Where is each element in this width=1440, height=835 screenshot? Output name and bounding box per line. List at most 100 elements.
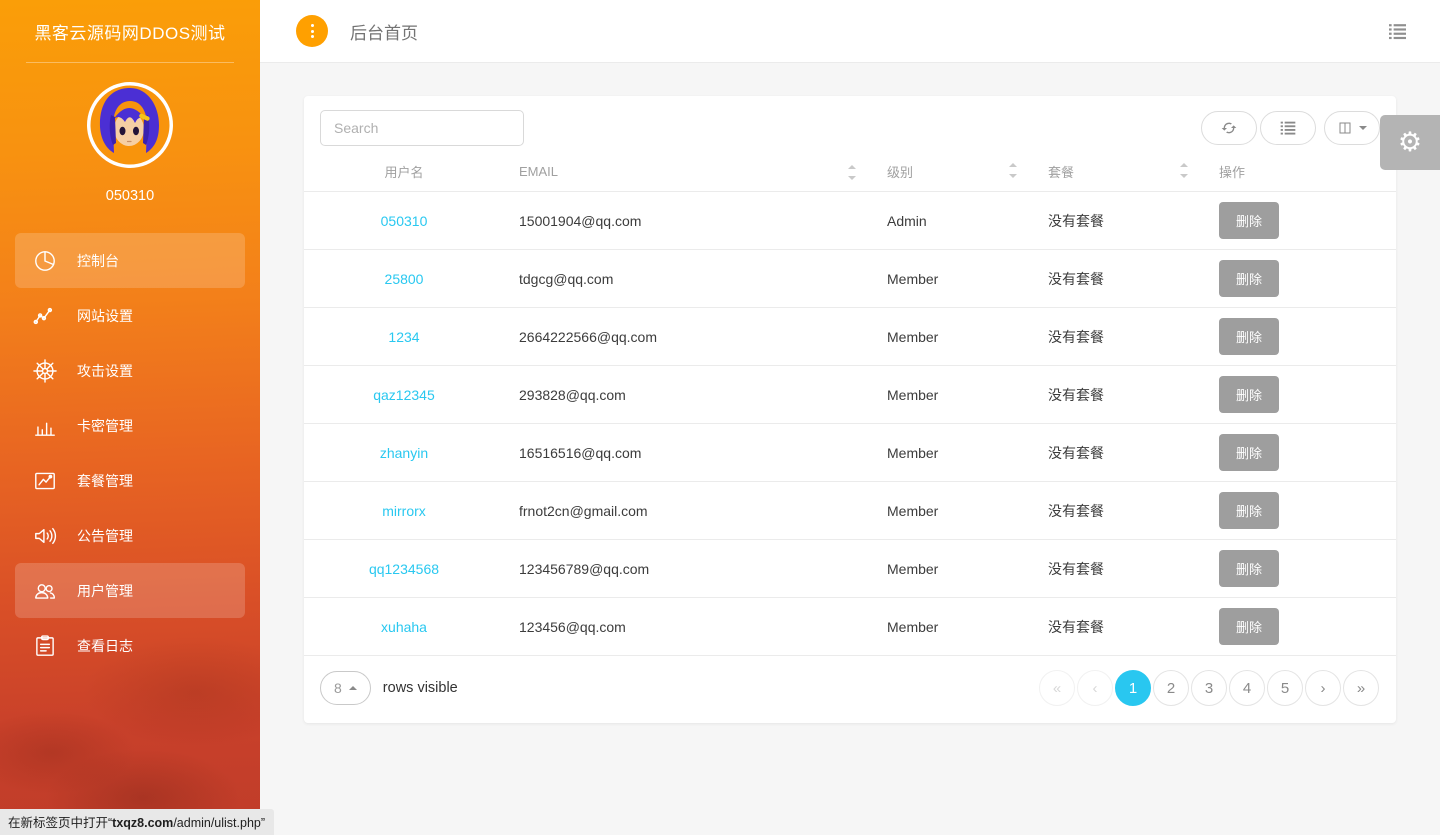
page-prev[interactable]: ‹ xyxy=(1077,670,1113,706)
sidebar-item-label: 公告管理 xyxy=(77,527,133,544)
username-link[interactable]: 25800 xyxy=(384,270,424,287)
sidebar-item-label: 网站设置 xyxy=(77,307,133,324)
refresh-button[interactable] xyxy=(1201,111,1257,145)
email-cell: 2664222566@qq.com xyxy=(504,307,872,366)
table-header-label: 用户名 xyxy=(384,165,424,180)
sidebar-item-users[interactable]: 用户管理 xyxy=(15,563,245,618)
rows-visible-value: 8 xyxy=(334,680,342,696)
sidebar-item-plans[interactable]: 套餐管理 xyxy=(15,453,245,508)
table-row: qaz12345 293828@qq.com Member 没有套餐 删除 xyxy=(304,365,1396,424)
page-first[interactable]: « xyxy=(1039,670,1075,706)
username-link[interactable]: zhanyin xyxy=(379,444,429,461)
sidebar-item-icon xyxy=(32,413,58,439)
page-3[interactable]: 3 xyxy=(1191,670,1227,706)
table-header-cell[interactable]: 套餐 xyxy=(1033,156,1204,192)
settings-flap[interactable]: ⚙ xyxy=(1380,115,1440,170)
page-last[interactable]: » xyxy=(1343,670,1379,706)
sidebar-item-icon xyxy=(32,248,58,274)
delete-button[interactable]: 删除 xyxy=(1219,376,1280,413)
table-toolbar xyxy=(304,96,1396,156)
profile-username: 050310 xyxy=(105,188,155,204)
page-4[interactable]: 4 xyxy=(1229,670,1265,706)
username-link[interactable]: 1234 xyxy=(388,328,420,345)
sidebar-item-dashboard[interactable]: 控制台 xyxy=(15,233,245,288)
sort-icon xyxy=(1009,163,1018,178)
delete-button[interactable]: 删除 xyxy=(1219,608,1280,645)
sidebar-item-attack-settings[interactable]: 攻击设置 xyxy=(15,343,245,398)
sidebar-item-label: 卡密管理 xyxy=(77,417,133,434)
username-link[interactable]: mirrorx xyxy=(382,502,426,519)
chevron-down-icon xyxy=(1359,126,1367,130)
menu-ellipsis-button[interactable] xyxy=(296,15,328,47)
sidebar-item-icon xyxy=(32,303,58,329)
toolbar-buttons xyxy=(1198,111,1380,145)
page-1[interactable]: 1 xyxy=(1115,670,1151,706)
list-icon xyxy=(1280,120,1296,136)
search-input[interactable] xyxy=(320,110,524,146)
table-header-label: 操作 xyxy=(1219,165,1246,180)
plan-cell: 没有套餐 xyxy=(1033,191,1204,250)
sidebar-item-site-settings[interactable]: 网站设置 xyxy=(15,288,245,343)
sort-icon xyxy=(1180,163,1189,178)
delete-button[interactable]: 删除 xyxy=(1219,434,1280,471)
table-row: 1234 2664222566@qq.com Member 没有套餐 删除 xyxy=(304,307,1396,366)
email-cell: 293828@qq.com xyxy=(504,365,872,424)
username-link[interactable]: qaz12345 xyxy=(373,386,435,403)
page-next[interactable]: › xyxy=(1305,670,1341,706)
username-link[interactable]: qq1234568 xyxy=(368,560,440,577)
plan-cell: 没有套餐 xyxy=(1033,597,1204,655)
username-link[interactable]: 050310 xyxy=(380,212,428,229)
sidebar-item-logs[interactable]: 查看日志 xyxy=(15,618,245,673)
table-row: zhanyin 16516516@qq.com Member 没有套餐 删除 xyxy=(304,423,1396,482)
email-cell: 123456789@qq.com xyxy=(504,539,872,598)
level-cell: Member xyxy=(872,307,1033,366)
table-header-cell[interactable]: EMAIL xyxy=(504,156,872,192)
delete-button[interactable]: 删除 xyxy=(1219,492,1280,529)
avatar xyxy=(87,82,173,168)
table-header-cell[interactable]: 级别 xyxy=(872,156,1033,192)
status-bar: 在新标签页中打开“txqz8.com/admin/ulist.php” xyxy=(0,809,275,835)
sidebar-item-icon xyxy=(32,578,58,604)
level-cell: Member xyxy=(872,597,1033,655)
table-header-label: 级别 xyxy=(887,165,914,180)
plan-cell: 没有套餐 xyxy=(1033,307,1204,366)
sidebar-item-icon xyxy=(32,633,58,659)
page-5[interactable]: 5 xyxy=(1267,670,1303,706)
sort-icon xyxy=(848,164,857,180)
username-link[interactable]: xuhaha xyxy=(381,618,427,635)
delete-button[interactable]: 删除 xyxy=(1219,202,1280,239)
sidebar-item-cardkey[interactable]: 卡密管理 xyxy=(15,398,245,453)
users-table: 用户名 EMAIL 级别 xyxy=(304,156,1396,655)
delete-button[interactable]: 删除 xyxy=(1219,260,1280,297)
table-row: qq1234568 123456789@qq.com Member 没有套餐 删… xyxy=(304,539,1396,598)
sidebar-item-announcements[interactable]: 公告管理 xyxy=(15,508,245,563)
topbar: 后台首页 xyxy=(260,0,1440,63)
table-row: 25800 tdgcg@qq.com Member 没有套餐 删除 xyxy=(304,249,1396,308)
delete-button[interactable]: 删除 xyxy=(1219,318,1280,355)
chevron-up-icon xyxy=(348,686,357,690)
sidebar: 黑客云源码网DDOS测试 050310 xyxy=(0,0,260,835)
delete-button[interactable]: 删除 xyxy=(1219,550,1280,587)
table-row: xuhaha 123456@qq.com Member 没有套餐 删除 xyxy=(304,597,1396,655)
rows-visible-dropdown[interactable]: 8 xyxy=(320,671,371,705)
plan-cell: 没有套餐 xyxy=(1033,539,1204,598)
list-toggle-icon[interactable] xyxy=(1388,23,1407,40)
sidebar-item-icon xyxy=(32,358,58,384)
columns-dropdown-button[interactable] xyxy=(1324,111,1380,145)
level-cell: Admin xyxy=(872,191,1033,250)
table-row: mirrorx frnot2cn@gmail.com Member 没有套餐 删… xyxy=(304,481,1396,540)
level-cell: Member xyxy=(872,249,1033,308)
table-header-cell[interactable]: 操作 xyxy=(1204,156,1396,192)
table-footer: 8 rows visible « ‹ 1 2 3 xyxy=(304,655,1396,723)
list-view-button[interactable] xyxy=(1260,111,1316,145)
table-header-cell[interactable]: 用户名 xyxy=(304,156,504,192)
sidebar-menu: 控制台 网站设置 攻击设置 卡密管理 xyxy=(0,233,260,673)
sidebar-item-label: 查看日志 xyxy=(77,637,133,654)
rows-visible-label: rows visible xyxy=(382,680,458,696)
profile-section: 050310 xyxy=(0,63,260,204)
page-2[interactable]: 2 xyxy=(1153,670,1189,706)
page-title: 后台首页 xyxy=(350,23,418,43)
status-path: /admin/ulist.php” xyxy=(173,816,266,830)
plan-cell: 没有套餐 xyxy=(1033,249,1204,308)
table-header-row: 用户名 EMAIL 级别 xyxy=(304,156,1396,192)
